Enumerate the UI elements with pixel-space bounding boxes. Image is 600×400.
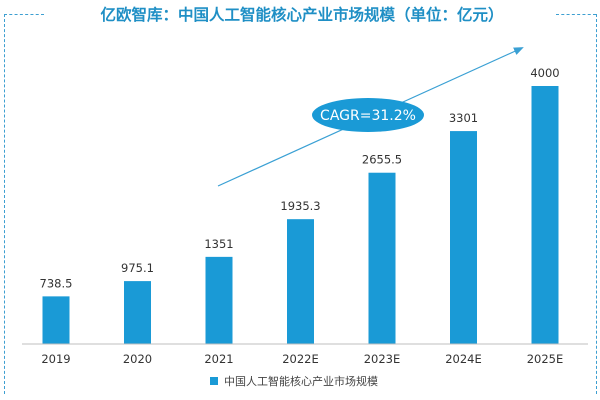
frame-left-border — [4, 14, 5, 394]
value-label-2020: 975.1 — [121, 261, 154, 275]
x-tick-2019: 2019 — [41, 352, 70, 366]
value-label-2021: 1351 — [204, 237, 233, 251]
legend-swatch — [210, 377, 218, 385]
chart-title: 亿欧智库：中国人工智能核心产业市场规模（单位：亿元） — [100, 6, 504, 24]
bar-2020 — [124, 281, 151, 344]
x-tick-2021: 2021 — [204, 352, 233, 366]
x-tick-2023E: 2023E — [364, 352, 401, 366]
legend: 中国人工智能核心产业市场规模 — [210, 372, 378, 390]
bar-2019 — [42, 296, 70, 344]
cagr-label: CAGR=31.2% — [320, 108, 416, 124]
cagr-bubble — [312, 98, 424, 132]
value-label-2023E: 2655.5 — [362, 153, 402, 167]
bar-2025E — [531, 86, 559, 344]
frame-top-right-border — [556, 14, 596, 15]
legend-label: 中国人工智能核心产业市场规模 — [224, 375, 378, 388]
x-tick-2022E: 2022E — [282, 352, 319, 366]
cagr-annotation: CAGR=31.2% — [312, 98, 424, 132]
x-tick-2024E: 2024E — [445, 352, 482, 366]
x-tick-2020: 2020 — [123, 352, 152, 366]
bar-2022E — [287, 219, 314, 344]
bar-2024E — [450, 131, 477, 344]
value-label-2024E: 3301 — [449, 111, 478, 125]
frame-right-border — [596, 14, 597, 394]
value-label-2022E: 1935.3 — [280, 199, 320, 213]
value-label-2025E: 4000 — [530, 66, 559, 80]
bar-2023E — [368, 172, 396, 344]
bar-2021 — [205, 256, 233, 344]
value-label-2019: 738.5 — [40, 276, 73, 290]
x-tick-2025E: 2025E — [527, 352, 564, 366]
frame-top-left-border — [4, 14, 44, 15]
